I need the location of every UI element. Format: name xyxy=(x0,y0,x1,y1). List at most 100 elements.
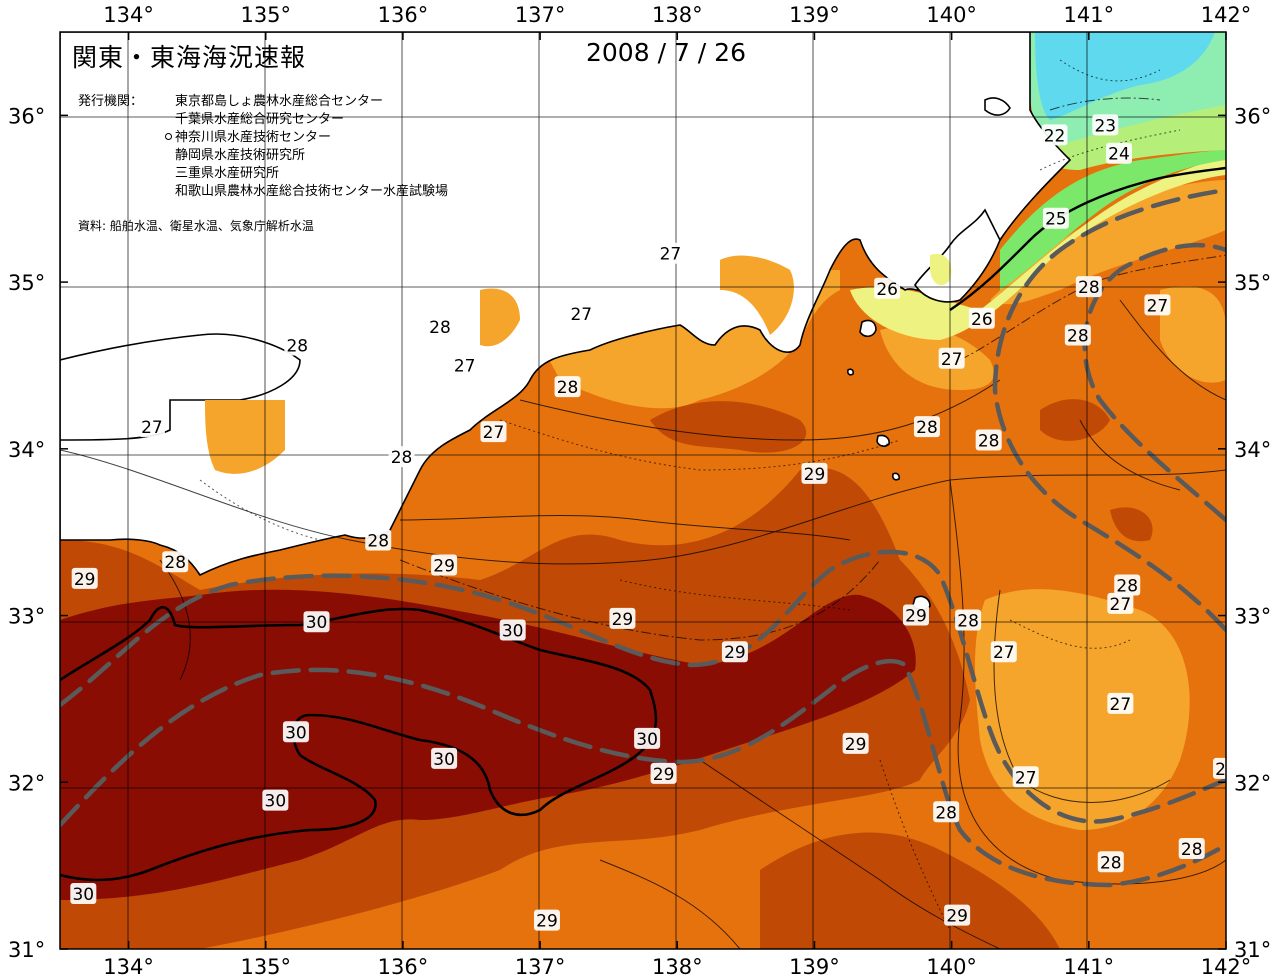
issuer-name: 静岡県水産技術研究所 xyxy=(175,148,306,163)
sst-zone-30-core xyxy=(60,589,916,900)
sst-zone-27-boso-coast xyxy=(990,180,1226,305)
contour-label: 30 xyxy=(636,730,658,750)
isotherm-30-bold xyxy=(60,606,658,882)
contour-label-bg xyxy=(282,721,309,743)
contour-label-bg xyxy=(1106,142,1133,164)
contour-label-bg xyxy=(1178,837,1205,859)
contour-label-bg xyxy=(1012,766,1039,788)
sst-zone-26 xyxy=(850,158,1226,340)
contour-label: 28 xyxy=(957,612,979,632)
longitude-label-bottom: 141° xyxy=(1064,955,1115,979)
latitude-label-left: 33° xyxy=(8,605,45,629)
latitude-labels-right: 36° 35° 34° 33° 32° 31° xyxy=(1234,104,1271,962)
contour-label: 27 xyxy=(1110,595,1132,615)
axis-ticks xyxy=(60,32,1227,950)
longitude-label-bottom: 142° xyxy=(1201,955,1252,979)
longitude-label-bottom: 140° xyxy=(926,955,977,979)
contour-label: 28 xyxy=(367,532,389,552)
longitude-labels-top: 134° 135° 136° 137° 138° 139° 140° 141° 142° xyxy=(103,3,1251,27)
contour-label: 28 xyxy=(978,431,1000,451)
land-oshima-island xyxy=(859,319,877,338)
contour-label-bg xyxy=(262,789,289,811)
contour-label: 27 xyxy=(454,356,476,376)
sst-zone-27-mikawa-water xyxy=(480,288,520,347)
contour-label-bg xyxy=(1107,692,1134,714)
latitude-label-right: 36° xyxy=(1234,104,1271,128)
latitude-label-right: 33° xyxy=(1234,605,1271,629)
contour-label: 27 xyxy=(141,418,163,438)
contour-label: 27 xyxy=(1147,296,1169,316)
longitude-label-top: 138° xyxy=(652,3,703,27)
latitude-label-left: 31° xyxy=(8,938,45,962)
contour-label: 23 xyxy=(1094,116,1116,136)
map-title: 関東・東海海況速報 xyxy=(72,43,307,72)
longitude-label-bottom: 138° xyxy=(652,955,703,979)
contour-label-bg xyxy=(933,801,960,823)
contour-label-bg xyxy=(138,416,165,438)
longitude-label-top: 135° xyxy=(240,3,291,27)
longitude-label-bottom: 137° xyxy=(515,955,566,979)
sst-zone-26-tokyo-bay-water xyxy=(930,253,952,286)
contour-label: 27 xyxy=(1110,695,1132,715)
latitude-label-left: 34° xyxy=(8,438,45,462)
contour-label: 30 xyxy=(285,723,307,743)
issuer-marker-icon xyxy=(165,133,172,140)
contour-label: 29 xyxy=(536,912,558,932)
contour-label: 29 xyxy=(612,610,634,630)
contour-label: 28 xyxy=(391,448,413,468)
contour-label-bg xyxy=(70,882,97,904)
land-awaji-shikoku xyxy=(60,333,301,441)
longitude-label-top: 136° xyxy=(378,3,429,27)
latitude-label-left: 36° xyxy=(8,104,45,128)
issuer-item: 和歌山県農林水産総合技術センター水産試験場 xyxy=(175,183,448,201)
contour-label-bg xyxy=(609,607,636,629)
contour-label-bg xyxy=(657,242,684,264)
contour-label: 29 xyxy=(946,907,968,927)
contour-label: 28 xyxy=(1215,760,1237,780)
contour-label-bg xyxy=(1097,851,1124,873)
contour-label: 28 xyxy=(935,803,957,823)
contour-label-bg xyxy=(162,551,189,573)
contour-label: 27 xyxy=(941,350,963,370)
contour-label-bg xyxy=(554,376,581,398)
longitude-label-top: 134° xyxy=(103,3,154,27)
sst-zone-22 xyxy=(1035,32,1215,120)
contour-label-bg xyxy=(1144,294,1171,316)
contour-label-bg xyxy=(388,446,415,468)
contour-label: 28 xyxy=(164,553,186,573)
contour-label: 22 xyxy=(1044,126,1066,146)
contour-label-bg xyxy=(480,421,507,443)
contour-label-bg xyxy=(1041,124,1068,146)
issuer-item: 千葉県水産総合研究センター xyxy=(175,111,448,129)
longitude-labels-bottom: 134° 135° 136° 137° 138° 139° 140° 141° 142° xyxy=(103,955,1251,979)
contour-label: 28 xyxy=(557,378,579,398)
latitude-label-left: 35° xyxy=(8,271,45,295)
sst-zone-27-northeast xyxy=(1160,286,1226,383)
map-date: 2008 / 7 / 26 xyxy=(586,38,746,67)
longitude-label-bottom: 134° xyxy=(103,955,154,979)
longitude-label-bottom: 135° xyxy=(240,955,291,979)
contour-label: 29 xyxy=(724,643,746,663)
contour-label-bg xyxy=(303,611,330,633)
contour-label-bg xyxy=(938,347,965,369)
contour-label: 29 xyxy=(804,465,826,485)
contour-label: 27 xyxy=(570,305,592,325)
map-area: 2223242526262727272727272727272727282828… xyxy=(60,32,1237,949)
contour-label: 28 xyxy=(1067,326,1089,346)
contour-label-bg xyxy=(975,429,1002,451)
land-chichi-small-island xyxy=(892,472,900,481)
kuroshio-axis-north xyxy=(60,549,1226,824)
contour-label: 28 xyxy=(1078,278,1100,298)
issuer-name: 三重県水産研究所 xyxy=(175,166,280,181)
latitude-label-right: 31° xyxy=(1234,938,1271,962)
contour-label-bg xyxy=(1213,757,1226,779)
contour-label-bg xyxy=(944,904,971,926)
sst-zone-29-east-patch-2 xyxy=(1110,507,1153,542)
isotherm-front-bold xyxy=(949,166,1226,311)
contour-label-bg xyxy=(955,609,982,631)
issuer-item: 神奈川県水産技術センター xyxy=(165,129,448,147)
sst-zone-27-sagami xyxy=(880,326,994,390)
contour-label: 28 xyxy=(1116,577,1138,597)
contour-label: 24 xyxy=(1108,145,1130,165)
